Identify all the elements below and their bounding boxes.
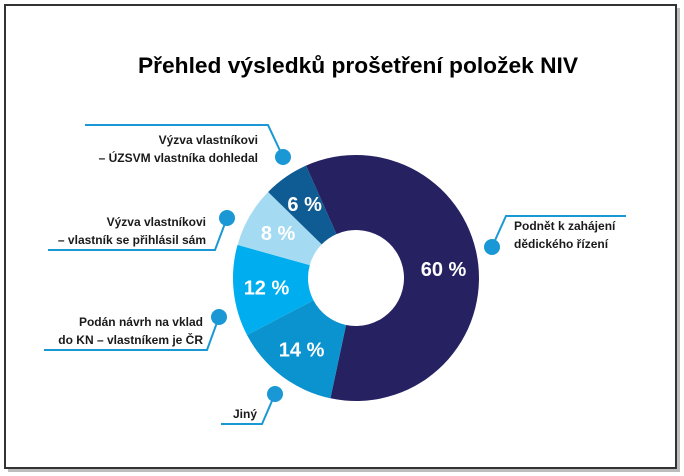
connector-line [44,316,220,351]
legend-label: Podnět k zahájení [514,219,616,233]
connector-line [221,393,276,425]
connector-line [491,215,626,248]
legend-label: Výzva vlastníkovi [159,133,258,147]
chart-title: Přehled výsledků prošetření položek NIV [138,53,578,78]
slice-value-label: 6 % [287,194,322,216]
connector-dot [484,239,500,255]
slice-value-label: 14 % [279,340,325,362]
slice-6 [268,165,337,245]
legend-label: Podán návrh na vklad [79,315,203,329]
connector-dot [211,309,227,325]
slice-value-label: 60 % [421,259,467,281]
slice-60 [305,154,480,401]
legend-label: Výzva vlastníkovi [107,215,206,229]
legend-label: do KN – vlastníkem je ČR [58,332,203,347]
slice-14 [246,300,347,399]
legend-label: Jiný [233,407,257,421]
connector-dot [267,386,283,402]
slice-value-label: 8 % [261,223,296,245]
connector-dot [219,210,235,226]
slice-12 [233,244,314,335]
connector-line [48,217,228,251]
connector-line [85,124,284,158]
legend-label: – ÚZSVM vlastníka dohledal [99,150,258,165]
legend-label: dědického řízení [514,237,609,251]
slice-8 [237,191,322,266]
legend-label: – vlastník se přihlásil sám [58,233,206,247]
connector-dot [275,149,291,165]
slice-value-label: 12 % [244,277,290,299]
